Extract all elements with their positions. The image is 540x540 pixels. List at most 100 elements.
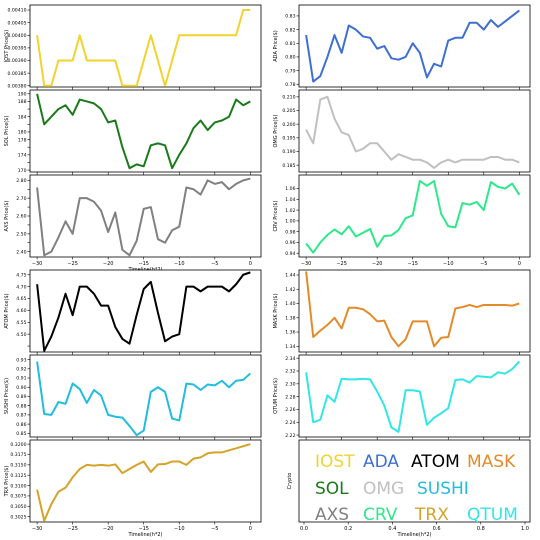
y-tick-label: 4.50 [16,332,26,338]
y-tick-label: 1.40 [285,301,295,307]
chart-panel-qtum: −30−25−20−15−10−502.222.242.262.282.302.… [273,354,531,447]
x-tick-label: −30 [32,261,43,267]
y-tick-label: 0.85 [16,431,26,437]
series-line-ada [305,9,520,83]
y-tick-label: 170 [18,168,27,174]
series-line-mask [305,271,520,348]
legend-label-trx: TRX [414,505,449,525]
chart-panel-ada: −30−25−20−15−10−500.780.790.800.810.820.… [273,4,531,97]
x-tick-label: −15 [407,261,418,267]
y-axis-label: Crypto [287,473,293,490]
series-line-qtum [305,360,521,433]
y-tick-label: 0.87 [16,413,26,419]
legend-label-ada: ADA [363,452,399,472]
x-tick-label: 0 [249,526,252,532]
x-tick-label: 1.0 [521,526,529,532]
x-tick-label: −10 [443,261,454,267]
y-axis-label: OMG Price($) [273,114,279,147]
y-tick-label: 2.26 [285,407,295,413]
y-tick-label: 4.60 [16,308,26,314]
series-line-atom [36,271,251,352]
x-axis-label: Timeline(h*2) [127,532,162,538]
y-tick-label: 0.89 [16,394,26,400]
plot-frame [298,174,531,258]
y-tick-label: 0.00385 [8,71,27,77]
y-tick-label: 0.81 [285,41,295,47]
y-axis-label: AXS Price($) [4,201,10,232]
y-tick-label: 2.40 [16,249,26,255]
x-tick-label: −15 [138,261,149,267]
x-tick-label: 0.2 [344,526,352,532]
y-tick-label: 4.65 [16,296,26,302]
plot-frame [29,439,262,523]
plot-frame [29,174,262,258]
y-tick-label: 0.3200 [10,442,26,448]
y-tick-label: 0.3025 [10,514,26,520]
y-tick-label: 178 [18,137,27,143]
x-tick-label: −30 [301,261,312,267]
x-tick-label: −25 [336,261,347,267]
legend-label-omg: OMG [363,479,404,499]
legend-label-atom: ATOM [411,452,460,472]
x-tick-label: 0.0 [300,526,308,532]
y-tick-label: 0.82 [285,27,295,33]
y-tick-label: 0.205 [282,108,295,114]
x-tick-label: −10 [174,526,185,532]
chart-panel-crv: −30 −25 −20 −15 −10 −5 0 0.94 0.96 0.98 1.00 1.02 1.… [273,174,531,267]
chart-panel-omg: −30−25−20−15−10−500.1850.1900.1950.2000.… [273,89,531,182]
x-tick-label: 0 [518,261,521,267]
y-tick-label: 1.34 [285,344,295,350]
y-tick-label: 0.94 [285,251,295,257]
y-tick-label: 0.80 [285,55,295,61]
x-tick-label: −10 [174,261,185,267]
y-tick-label: 0.92 [16,367,26,373]
y-tick-label: 0.96 [285,240,295,246]
y-tick-label: 2.34 [285,356,295,362]
series-line-omg [305,95,520,169]
y-tick-label: 2.28 [285,394,295,400]
legend-label-axs: AXS [315,505,349,525]
x-tick-label: −25 [67,526,78,532]
y-tick-label: 0.00405 [8,20,27,26]
y-tick-label: 0.190 [282,149,295,155]
y-tick-label: 0.98 [285,229,295,235]
chart-panel-atom: −30−25−20−15−10−504.504.554.604.654.704.… [4,269,262,362]
series-line-crv [305,179,521,254]
y-tick-label: 0.3175 [10,452,26,458]
x-tick-label: 0.8 [477,526,485,532]
x-tick-label: −5 [480,261,487,267]
y-tick-label: 0.200 [282,122,295,128]
plot-frame [29,4,262,88]
y-tick-label: 1.02 [285,208,295,214]
y-tick-label: 0.88 [16,403,26,409]
y-tick-label: 2.24 [285,420,295,426]
x-tick-label: −5 [211,526,218,532]
series-line-sushi [36,361,252,437]
y-tick-label: 1.06 [285,186,295,192]
y-axis-label: SOL Price($) [4,116,10,147]
y-tick-label: 0.78 [285,82,295,88]
y-tick-label: 0.3075 [10,494,26,500]
chart-panel-sol: −30−25−20−15−10−50170174178180184188190S… [4,89,262,182]
plot-frame [298,439,531,523]
y-tick-label: 2.70 [16,196,26,202]
y-axis-label: ATOM Price($) [4,293,10,328]
x-tick-label: −20 [103,526,114,532]
y-tick-label: 4.75 [16,272,26,278]
y-axis-label: QTUM Price($) [273,378,279,414]
y-tick-label: 1.38 [285,315,295,321]
y-tick-label: 2.30 [285,382,295,388]
plot-frame [298,89,531,173]
legend-label-sushi: SUSHI [417,479,469,499]
y-axis-label: CRV Price($) [273,200,279,231]
series-line-trx [36,443,251,522]
y-tick-label: 1.42 [285,287,295,293]
y-tick-label: 1.44 [285,273,295,279]
y-tick-label: 0.00390 [8,58,27,64]
chart-panel-legend: 0.0 0.2 0.4 0.6 0.8 1.0 Timeline(h*2) Crypto IOS… [287,439,531,538]
chart-panel-mask: −30−25−20−15−10−501.341.361.381.401.421.… [273,269,531,362]
y-tick-label: 1.00 [285,219,295,225]
legend-label-mask: MASK [467,452,516,472]
y-tick-label: 0.00380 [8,83,27,89]
plot-frame [298,269,531,353]
